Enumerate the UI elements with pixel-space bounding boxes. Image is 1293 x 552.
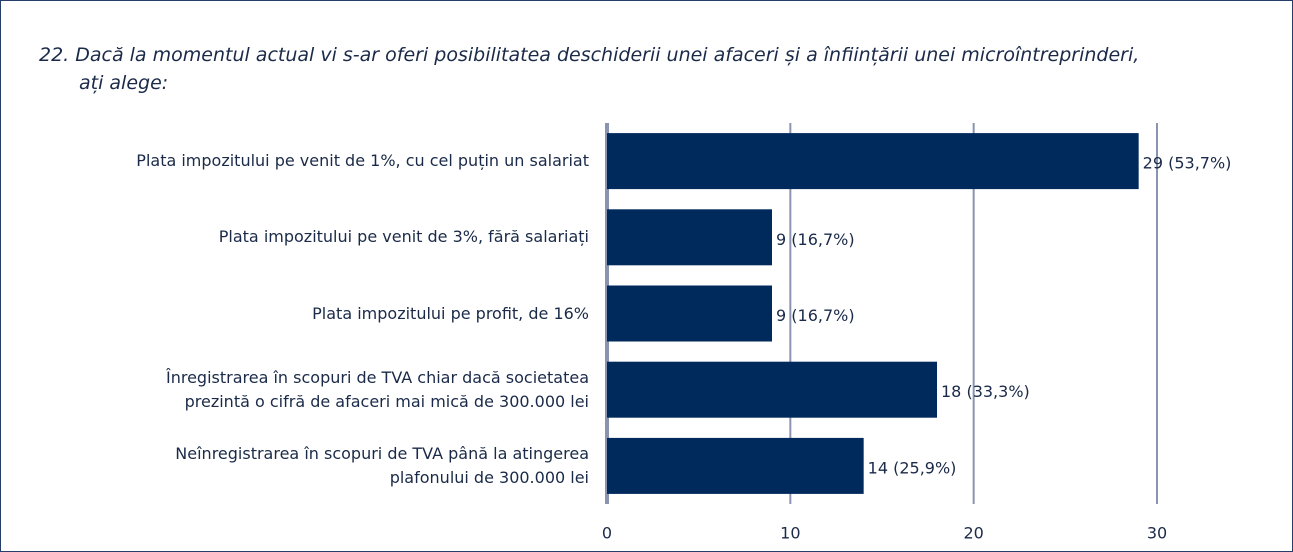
value-label: 9 (16,7%) <box>776 306 855 325</box>
chart-title: 22. Dacă la momentul actual vi s-ar ofer… <box>39 44 1140 94</box>
x-tick-label: 20 <box>963 524 983 543</box>
value-label: 14 (25,9%) <box>868 458 957 477</box>
bar <box>607 285 772 342</box>
bar <box>607 209 772 266</box>
category-label: Plata impozitului pe venit de 1%, cu cel… <box>136 151 589 171</box>
x-tick-label: 30 <box>1147 524 1167 543</box>
x-tick-label: 0 <box>602 524 612 543</box>
bar <box>607 133 1139 190</box>
x-tick-label: 10 <box>780 524 800 543</box>
category-label: Plata impozitului pe venit de 3%, fără s… <box>218 227 589 247</box>
category-label: Înregistrarea în scopuri de TVA chiar da… <box>165 367 589 411</box>
value-label: 29 (53,7%) <box>1143 154 1232 173</box>
category-label: Neînregistrarea în scopuri de TVA până l… <box>175 443 589 487</box>
bar <box>607 437 864 494</box>
bar <box>607 361 937 418</box>
value-label: 18 (33,3%) <box>941 382 1030 401</box>
category-label: Plata impozitului pe profit, de 16% <box>312 303 589 323</box>
value-label: 9 (16,7%) <box>776 230 855 249</box>
